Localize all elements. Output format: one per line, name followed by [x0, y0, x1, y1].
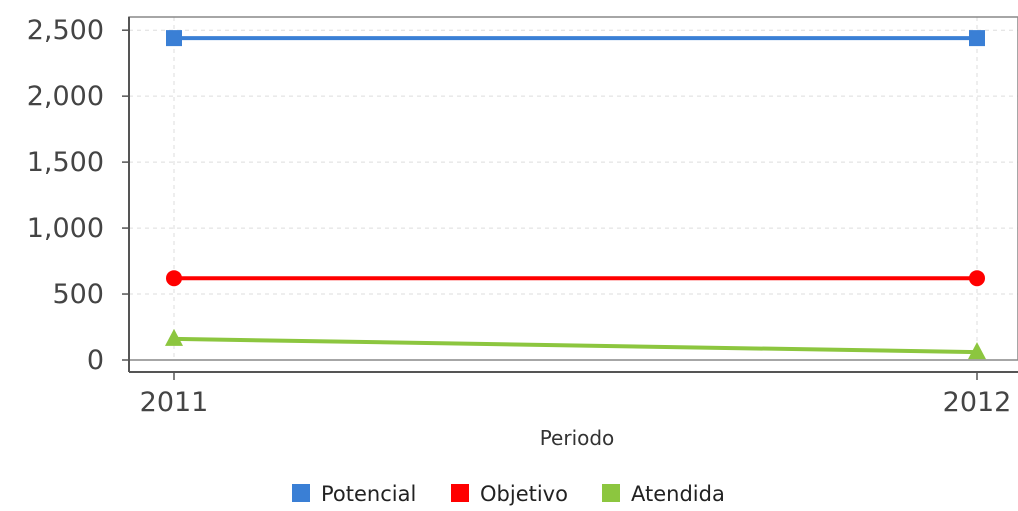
x-tick-label: 2011 [140, 387, 209, 418]
y-tick-label: 2,000 [27, 81, 104, 112]
y-tick-label: 1,500 [27, 147, 104, 178]
legend-swatch-potencial [292, 484, 310, 502]
marker-objetivo [166, 270, 182, 287]
axes [128, 16, 1018, 373]
marker-potencial [166, 30, 182, 47]
grid-lines [129, 17, 1018, 360]
x-tick-label: 2012 [943, 387, 1012, 418]
y-tick-label: 2,500 [27, 15, 104, 46]
y-tick-labels: 0 500 1,000 1,500 2,000 2,500 [27, 15, 129, 376]
marker-potencial [969, 30, 985, 47]
y-tick-label: 1,000 [27, 213, 104, 244]
legend-swatch-objetivo [451, 484, 469, 502]
legend-label-objetivo: Objetivo [480, 482, 568, 506]
legend-label-potencial: Potencial [321, 482, 416, 506]
series-group [165, 30, 986, 360]
x-tick-labels: 2011 2012 [140, 372, 1012, 418]
marker-atendida [968, 342, 986, 360]
legend: Potencial Objetivo Atendida [292, 482, 725, 506]
y-tick-label: 0 [87, 345, 104, 376]
marker-objetivo [969, 270, 985, 287]
series-line-atendida [173, 336, 978, 355]
plot-frame [128, 16, 1018, 361]
y-tick-label: 500 [52, 279, 104, 310]
legend-label-atendida: Atendida [631, 482, 725, 506]
x-axis-title: Periodo [540, 426, 615, 450]
marker-atendida [165, 328, 183, 346]
legend-swatch-atendida [602, 484, 620, 502]
